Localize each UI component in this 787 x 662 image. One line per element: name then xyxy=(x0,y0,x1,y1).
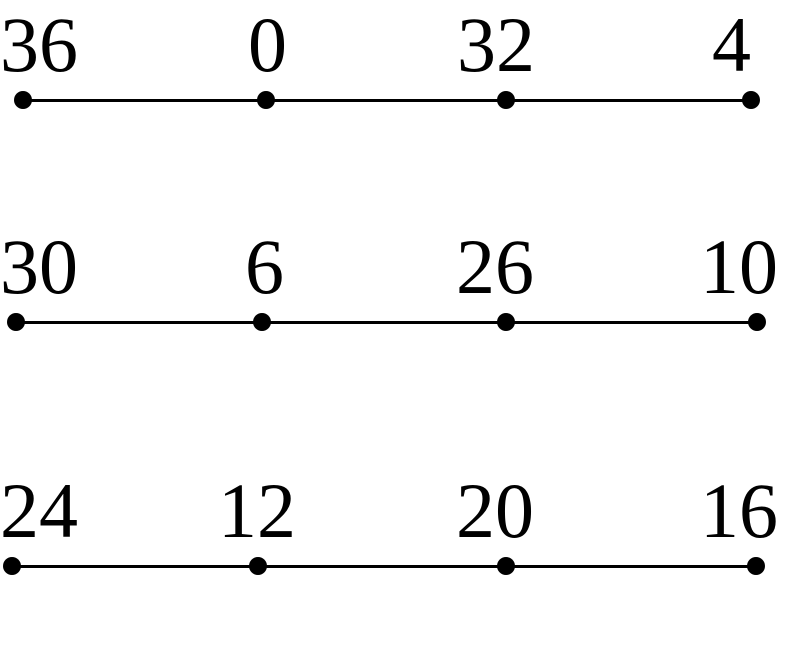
node-label: 30 xyxy=(0,222,78,312)
node-dot xyxy=(742,91,760,109)
node-dot xyxy=(748,313,766,331)
row-line xyxy=(23,99,750,102)
node-dot xyxy=(497,91,515,109)
node-label: 12 xyxy=(218,466,296,556)
node-dot xyxy=(249,557,267,575)
row-line xyxy=(16,321,756,324)
row-line xyxy=(12,565,755,568)
node-label: 26 xyxy=(456,222,534,312)
node-dot xyxy=(253,313,271,331)
node-dot xyxy=(3,557,21,575)
node-label: 10 xyxy=(700,222,778,312)
node-label: 20 xyxy=(456,466,534,556)
node-label: 4 xyxy=(712,0,751,90)
node-label: 6 xyxy=(245,222,284,312)
node-label: 0 xyxy=(248,0,287,90)
node-label: 32 xyxy=(457,0,535,90)
node-label: 36 xyxy=(0,0,78,90)
node-dot xyxy=(14,91,32,109)
node-dot xyxy=(7,313,25,331)
node-dot xyxy=(747,557,765,575)
node-label: 16 xyxy=(700,466,778,556)
node-dot xyxy=(497,313,515,331)
node-dot xyxy=(497,557,515,575)
node-dot xyxy=(257,91,275,109)
node-label: 24 xyxy=(0,466,78,556)
